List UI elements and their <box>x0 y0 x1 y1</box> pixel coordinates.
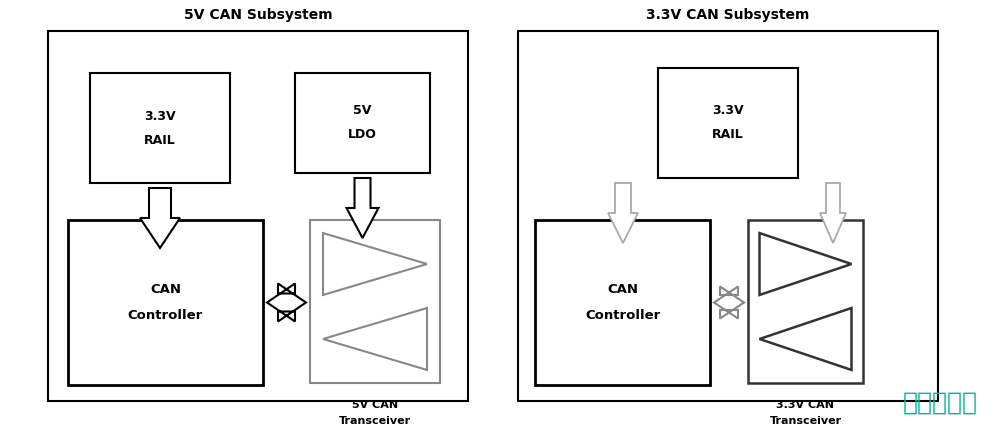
Text: RAIL: RAIL <box>712 129 744 142</box>
Bar <box>658 68 798 178</box>
Text: Transceiver: Transceiver <box>770 416 841 426</box>
Text: 自动秒链接: 自动秒链接 <box>903 391 978 415</box>
Text: 5V CAN: 5V CAN <box>352 400 398 410</box>
Text: CAN: CAN <box>607 283 638 296</box>
Bar <box>90 73 230 183</box>
Text: 5V: 5V <box>354 104 371 117</box>
Text: Controller: Controller <box>128 309 204 322</box>
Polygon shape <box>323 233 427 295</box>
Text: 3.3V: 3.3V <box>712 104 744 117</box>
Polygon shape <box>760 233 852 295</box>
Bar <box>310 220 440 383</box>
Text: Controller: Controller <box>585 309 660 322</box>
Text: 3.3V CAN: 3.3V CAN <box>777 400 834 410</box>
Polygon shape <box>323 308 427 370</box>
Text: Transceiver: Transceiver <box>339 416 411 426</box>
Polygon shape <box>820 183 846 243</box>
Polygon shape <box>347 178 378 238</box>
Bar <box>68 220 263 385</box>
Text: CAN: CAN <box>150 283 181 296</box>
Polygon shape <box>760 308 852 370</box>
Text: LDO: LDO <box>349 129 377 142</box>
Bar <box>48 31 468 401</box>
Polygon shape <box>714 287 744 319</box>
Bar <box>518 31 938 401</box>
Text: 5V CAN Subsystem: 5V CAN Subsystem <box>184 8 333 22</box>
Polygon shape <box>140 188 180 248</box>
Bar <box>295 73 430 173</box>
Polygon shape <box>608 183 638 243</box>
Bar <box>748 220 863 383</box>
Text: 3.3V CAN Subsystem: 3.3V CAN Subsystem <box>646 8 809 22</box>
Text: RAIL: RAIL <box>144 133 176 146</box>
Polygon shape <box>267 284 306 321</box>
Text: 3.3V: 3.3V <box>144 110 176 123</box>
Bar <box>535 220 710 385</box>
